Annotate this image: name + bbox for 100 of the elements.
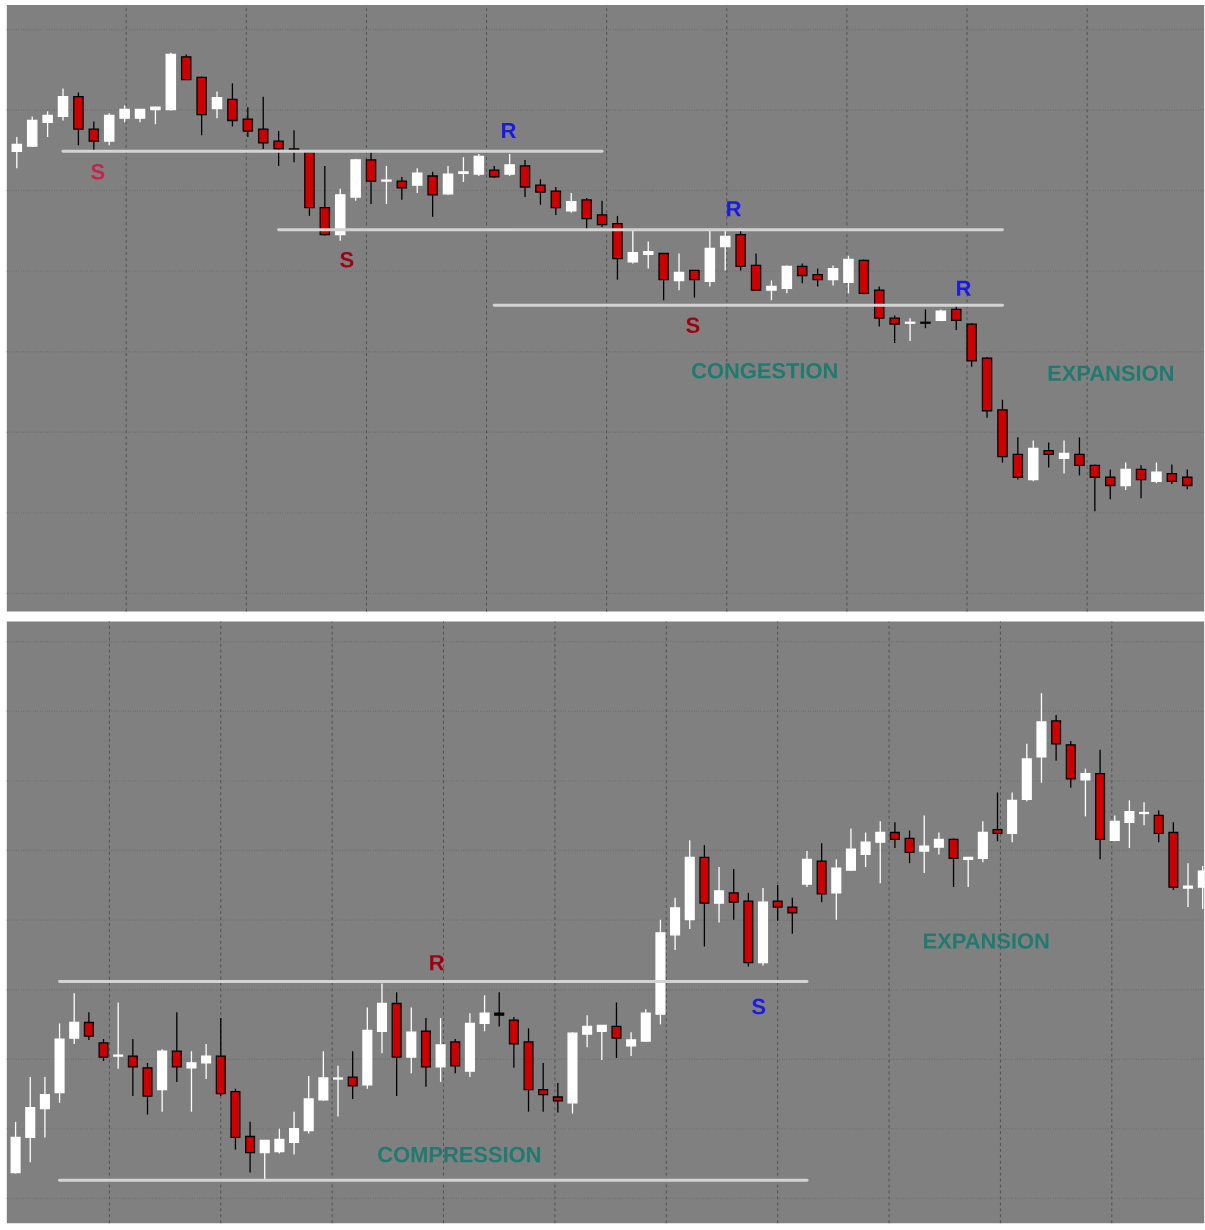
candlestick <box>365 151 377 205</box>
candlestick <box>889 821 901 849</box>
annotation: EXPANSION <box>1048 365 1174 381</box>
candlestick <box>643 240 654 270</box>
candlestick <box>728 868 739 921</box>
candlestick <box>318 1050 329 1102</box>
candlestick <box>1166 463 1178 485</box>
candlestick <box>1051 714 1062 762</box>
candlestick <box>1089 463 1101 512</box>
candlestick <box>1058 439 1070 475</box>
candlestick <box>766 279 777 301</box>
candlestick <box>412 167 423 194</box>
annotation: R <box>430 955 445 971</box>
annotation: R <box>502 123 517 139</box>
candlestick <box>494 991 505 1028</box>
candlestick <box>396 176 408 201</box>
candlestick <box>69 992 80 1045</box>
candlestick <box>273 130 284 167</box>
candlestick <box>626 1031 637 1057</box>
candlestick <box>1151 461 1162 484</box>
candlestick <box>519 159 531 198</box>
candlestick <box>689 269 700 299</box>
candlestick <box>442 165 454 196</box>
candlestick <box>504 153 515 177</box>
annotation: S <box>686 317 700 334</box>
candlestick <box>875 820 886 884</box>
candlestick <box>797 262 808 284</box>
candlestick <box>1139 801 1150 826</box>
candlestick <box>181 53 192 81</box>
candlestick <box>1183 862 1194 908</box>
candlestick <box>113 1001 124 1070</box>
candlestick <box>1043 441 1054 469</box>
candlestick <box>258 96 269 150</box>
candlestick <box>242 106 254 138</box>
candlestick <box>582 1014 593 1048</box>
candlestick <box>333 1065 344 1118</box>
candlestick <box>245 1121 256 1174</box>
candlestick <box>473 153 485 177</box>
candlestick <box>450 1038 461 1074</box>
candlestick <box>39 1076 51 1139</box>
candlestick <box>889 314 900 344</box>
candlestick <box>843 255 854 295</box>
candlestick <box>1074 436 1085 477</box>
candlestick <box>88 120 100 151</box>
candlestick <box>566 192 577 214</box>
annotation: S <box>91 164 105 180</box>
candlestick <box>920 308 931 329</box>
candlestick <box>963 856 974 888</box>
candlestick <box>538 1062 549 1113</box>
candlestick <box>1135 464 1147 499</box>
annotation: R <box>727 201 742 217</box>
candlestick <box>535 178 546 206</box>
candlestick <box>227 82 238 128</box>
annotation: S <box>752 998 766 1015</box>
candlestick <box>274 1128 285 1155</box>
candlestick <box>611 1001 622 1059</box>
candlestick <box>596 1024 607 1061</box>
candlestick <box>1124 799 1135 849</box>
candlestick <box>171 1011 182 1083</box>
candlestick <box>1105 468 1116 500</box>
candlestick <box>948 837 959 888</box>
candlestick <box>42 110 53 138</box>
candlestick <box>186 1050 197 1113</box>
candlestick <box>1109 814 1120 842</box>
candlestick <box>720 229 731 272</box>
candlestick <box>596 200 608 228</box>
candlestick <box>347 1050 358 1100</box>
candlestick <box>127 1038 138 1097</box>
annotation: EXPANSION <box>924 933 1049 949</box>
candlestick <box>381 165 392 205</box>
candlestick <box>673 252 685 291</box>
candlestick <box>919 814 930 874</box>
candlestick <box>83 1011 94 1041</box>
annotation: R <box>957 280 972 296</box>
annotation: CONGESTION <box>692 363 837 379</box>
candlestick <box>904 317 916 342</box>
candlestick <box>435 1017 446 1083</box>
candlestick <box>552 1082 563 1114</box>
candlestick <box>845 827 857 872</box>
annotation: S <box>340 252 354 268</box>
candlestick <box>550 186 562 216</box>
candlestick <box>1080 768 1091 818</box>
candlestick <box>1153 809 1164 843</box>
candlestick <box>1012 436 1024 481</box>
annotation: COMPRESSION <box>378 1146 541 1163</box>
candlestick <box>57 87 69 122</box>
candlestick <box>427 171 438 218</box>
candlestick <box>259 1139 270 1181</box>
candlestick <box>508 1016 519 1069</box>
candlestick <box>1120 461 1131 491</box>
candlestick <box>992 791 1003 842</box>
candlestick <box>787 897 798 935</box>
candlestick <box>781 264 793 295</box>
candlestick <box>1182 468 1193 490</box>
candlestick <box>933 831 944 856</box>
candlestick <box>201 1043 212 1080</box>
candlestick <box>479 994 490 1032</box>
candlestick <box>627 229 639 265</box>
candlestick <box>772 884 783 922</box>
candlestick <box>951 305 962 331</box>
